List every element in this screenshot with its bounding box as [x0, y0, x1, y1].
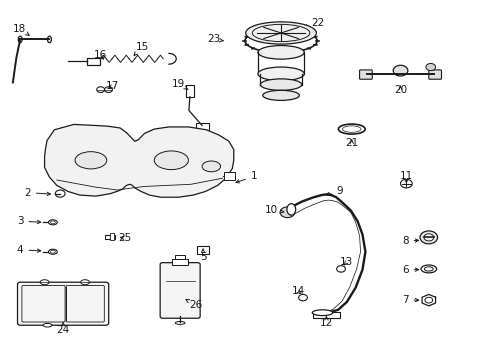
- Bar: [197, 246, 208, 254]
- Text: 7: 7: [401, 295, 418, 305]
- Text: 6: 6: [401, 265, 418, 275]
- Text: 18: 18: [13, 24, 29, 35]
- Text: 21: 21: [345, 139, 358, 148]
- Text: 26: 26: [185, 300, 202, 310]
- Ellipse shape: [338, 124, 365, 134]
- Text: 24: 24: [57, 322, 70, 335]
- Ellipse shape: [286, 204, 295, 215]
- Circle shape: [400, 179, 411, 188]
- FancyBboxPatch shape: [428, 70, 441, 79]
- Bar: [172, 259, 187, 265]
- Ellipse shape: [40, 280, 49, 285]
- Bar: [224, 172, 234, 180]
- Text: 25: 25: [118, 233, 131, 243]
- Ellipse shape: [257, 45, 304, 59]
- Ellipse shape: [48, 249, 57, 254]
- Text: 10: 10: [264, 206, 283, 216]
- FancyBboxPatch shape: [359, 70, 371, 79]
- Ellipse shape: [420, 265, 436, 273]
- Circle shape: [423, 234, 433, 241]
- Circle shape: [424, 297, 432, 303]
- Circle shape: [97, 87, 104, 93]
- Text: 16: 16: [94, 50, 107, 60]
- Text: 12: 12: [319, 316, 332, 328]
- Ellipse shape: [257, 67, 304, 81]
- Text: 3: 3: [17, 216, 41, 226]
- Text: 17: 17: [106, 81, 119, 91]
- Text: 19: 19: [172, 79, 188, 89]
- Ellipse shape: [81, 280, 89, 285]
- Text: 2: 2: [24, 188, 50, 198]
- Ellipse shape: [50, 250, 55, 253]
- Bar: [87, 58, 100, 64]
- Ellipse shape: [50, 221, 55, 224]
- Bar: [195, 123, 209, 130]
- Circle shape: [280, 207, 294, 218]
- Text: 15: 15: [134, 42, 148, 55]
- Text: 5: 5: [199, 249, 206, 262]
- Ellipse shape: [75, 152, 106, 169]
- Polygon shape: [421, 294, 435, 306]
- Text: 14: 14: [291, 286, 304, 296]
- FancyBboxPatch shape: [18, 282, 108, 325]
- Circle shape: [392, 65, 407, 76]
- Circle shape: [104, 87, 112, 93]
- Ellipse shape: [202, 161, 220, 172]
- Circle shape: [425, 63, 435, 71]
- Text: 20: 20: [393, 85, 407, 95]
- Ellipse shape: [43, 323, 52, 327]
- Ellipse shape: [342, 126, 360, 132]
- Circle shape: [298, 294, 307, 301]
- Ellipse shape: [154, 151, 188, 170]
- Bar: [175, 255, 184, 259]
- Ellipse shape: [48, 220, 57, 225]
- Bar: [104, 234, 115, 239]
- Bar: [312, 312, 339, 318]
- Text: 9: 9: [325, 186, 342, 196]
- Bar: [185, 85, 193, 97]
- Bar: [110, 233, 114, 240]
- Ellipse shape: [18, 36, 22, 42]
- Text: 8: 8: [401, 236, 418, 246]
- Text: 22: 22: [304, 18, 324, 28]
- Ellipse shape: [262, 90, 299, 100]
- FancyBboxPatch shape: [160, 263, 200, 318]
- Ellipse shape: [424, 267, 432, 271]
- Text: 11: 11: [399, 171, 412, 184]
- Circle shape: [419, 231, 437, 244]
- Circle shape: [336, 266, 345, 272]
- Text: 1: 1: [236, 171, 257, 183]
- Ellipse shape: [47, 36, 51, 42]
- Ellipse shape: [312, 310, 332, 316]
- Ellipse shape: [245, 22, 316, 44]
- Text: 23: 23: [207, 35, 223, 44]
- Text: 13: 13: [340, 257, 353, 267]
- Ellipse shape: [260, 79, 301, 90]
- Ellipse shape: [175, 321, 184, 324]
- PathPatch shape: [44, 125, 233, 197]
- Text: 4: 4: [17, 245, 41, 255]
- Circle shape: [55, 190, 65, 197]
